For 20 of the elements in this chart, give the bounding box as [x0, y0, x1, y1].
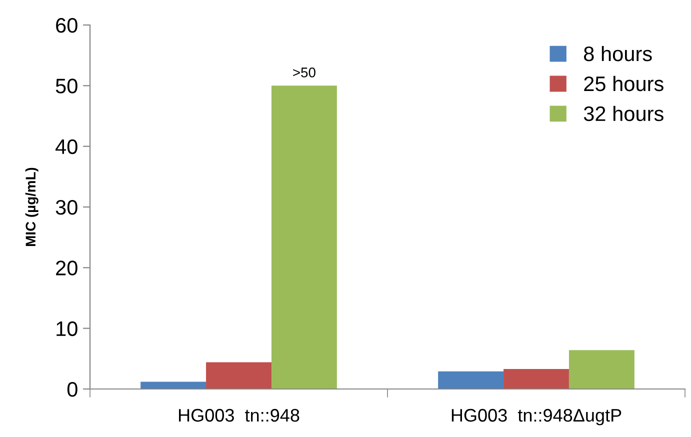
bar [140, 382, 206, 389]
bar [206, 362, 272, 389]
bar [568, 350, 634, 389]
bar [438, 371, 504, 389]
y-tick-label: 10 [56, 321, 78, 336]
y-tick-label: 20 [56, 260, 78, 276]
y-tick-label: 60 [56, 18, 78, 33]
x-tick-label: HG003 tn::948 [179, 408, 300, 422]
bar [271, 86, 337, 389]
bar [504, 368, 569, 389]
y-tick-label: 30 [56, 200, 78, 215]
legend-label: 25 hours [584, 76, 664, 92]
x-tick-label: HG003 tn::948ΔugtP [452, 408, 622, 426]
y-tick-label: 40 [56, 139, 78, 154]
y-axis-title: MIC (µg/mL) [25, 168, 38, 246]
y-tick-label: 50 [56, 78, 78, 94]
y-tick-label: 0 [67, 382, 78, 397]
legend-label: 8 hours [584, 46, 652, 62]
legend-label: 32 hours [584, 106, 664, 122]
data-label: >50 [293, 68, 316, 78]
